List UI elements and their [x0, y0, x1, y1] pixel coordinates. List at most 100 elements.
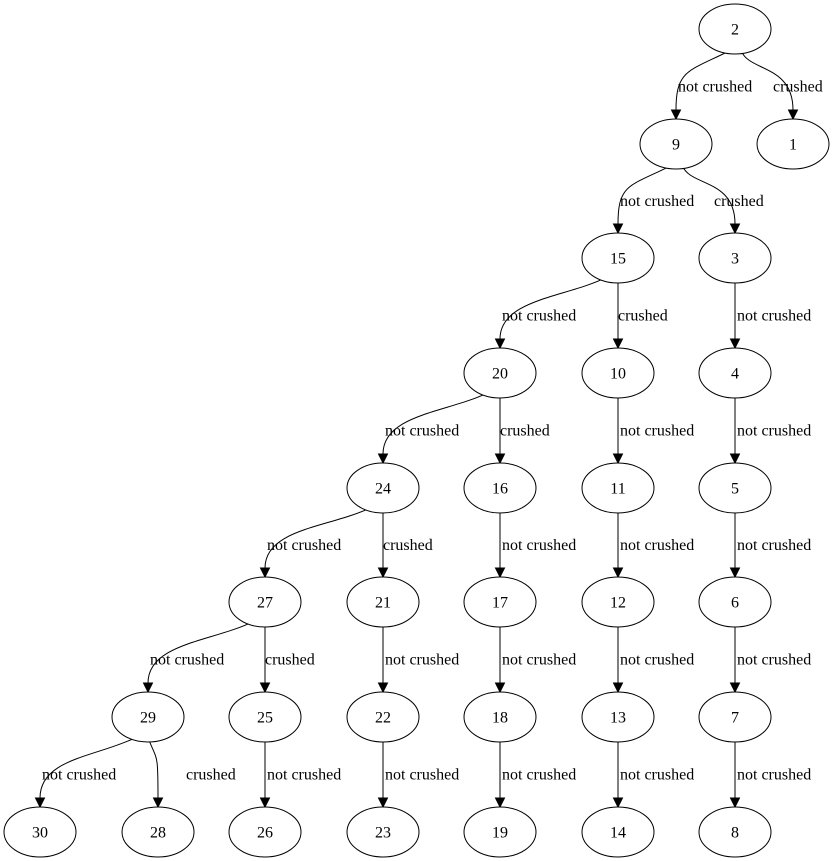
edge-label: not crushed [267, 537, 341, 554]
node-8: 8 [698, 806, 772, 858]
node-22: 22 [346, 691, 420, 743]
edge-18-to-19: not crushed [494, 742, 576, 809]
edge-label: crushed [714, 193, 764, 210]
edge-27-to-25: crushed [259, 627, 315, 694]
arrowhead-icon [152, 797, 164, 809]
node-label: 9 [672, 137, 680, 154]
arrowhead-icon [612, 797, 624, 809]
arrowhead-icon [377, 682, 389, 694]
edge-line [39, 736, 138, 799]
edge-label: not crushed [267, 767, 341, 784]
node-ellipse [581, 347, 655, 399]
edge-29-to-30: not crushed [34, 736, 138, 809]
node-label: 6 [731, 595, 739, 612]
arrowhead-icon [259, 567, 271, 579]
node-label: 30 [32, 825, 48, 842]
edge-label: not crushed [385, 767, 459, 784]
edge-line [741, 51, 794, 111]
arrowhead-icon [494, 567, 506, 579]
arrowhead-icon [259, 682, 271, 694]
node-10: 10 [581, 347, 655, 399]
edge-label: not crushed [42, 767, 116, 784]
edge-11-to-12: not crushed [612, 513, 694, 579]
edge-label: not crushed [737, 767, 811, 784]
edge-20-to-24: not crushed [377, 391, 489, 465]
edge-24-to-21: crushed [377, 513, 433, 579]
node-ellipse [698, 3, 772, 55]
node-9: 9 [639, 118, 713, 170]
node-ellipse [228, 691, 302, 743]
arrowhead-icon [729, 223, 741, 235]
arrowhead-icon [729, 797, 741, 809]
node-label: 29 [140, 710, 156, 727]
node-ellipse [698, 691, 772, 743]
node-1: 1 [756, 118, 830, 170]
node-3: 3 [698, 232, 772, 284]
node-label: 27 [257, 595, 273, 612]
edge-label: not crushed [678, 79, 752, 96]
node-11: 11 [581, 462, 655, 514]
node-ellipse [228, 576, 302, 628]
edge-9-to-15: not crushed [612, 165, 694, 235]
edge-21-to-22: not crushed [377, 627, 459, 694]
node-14: 14 [581, 806, 655, 858]
edge-22-to-23: not crushed [377, 742, 459, 809]
edge-29-to-28: crushed [148, 740, 236, 809]
node-ellipse [228, 806, 302, 858]
node-ellipse [581, 232, 655, 284]
node-label: 7 [731, 710, 739, 727]
edge-line [617, 165, 670, 225]
node-ellipse [698, 232, 772, 284]
node-ellipse [121, 806, 195, 858]
edge-label: crushed [265, 652, 315, 669]
node-ellipse [463, 806, 537, 858]
arrowhead-icon [612, 567, 624, 579]
node-ellipse [639, 118, 713, 170]
edge-15-to-20: not crushed [494, 276, 607, 350]
node-label: 22 [375, 710, 391, 727]
arrowhead-icon [377, 453, 389, 465]
node-label: 20 [492, 366, 508, 383]
node-ellipse [3, 806, 77, 858]
edge-label: not crushed [620, 193, 694, 210]
node-27: 27 [228, 576, 302, 628]
node-label: 4 [731, 366, 739, 383]
node-19: 19 [463, 806, 537, 858]
node-label: 18 [492, 710, 508, 727]
node-ellipse [463, 576, 537, 628]
edge-label: not crushed [737, 308, 811, 325]
edge-line [499, 276, 607, 340]
edge-17-to-18: not crushed [494, 627, 576, 694]
node-label: 25 [257, 710, 273, 727]
arrowhead-icon [612, 338, 624, 350]
node-26: 26 [228, 806, 302, 858]
node-label: 11 [610, 481, 625, 498]
edge-label: not crushed [502, 767, 576, 784]
node-ellipse [756, 118, 830, 170]
node-label: 24 [375, 481, 391, 498]
node-ellipse [346, 691, 420, 743]
node-ellipse [581, 576, 655, 628]
node-ellipse [698, 347, 772, 399]
edge-15-to-10: crushed [612, 283, 668, 350]
node-ellipse [463, 691, 537, 743]
arrowhead-icon [670, 109, 682, 121]
node-label: 16 [492, 481, 508, 498]
node-label: 3 [731, 251, 739, 268]
arrowhead-icon [34, 797, 46, 809]
node-label: 13 [610, 710, 626, 727]
edge-label: not crushed [502, 652, 576, 669]
node-ellipse [111, 691, 185, 743]
edge-7-to-8: not crushed [729, 742, 811, 809]
node-13: 13 [581, 691, 655, 743]
edge-line [382, 391, 489, 455]
arrowhead-icon [729, 338, 741, 350]
edge-27-to-29: not crushed [142, 620, 254, 694]
edge-label: crushed [773, 79, 823, 96]
edge-label: not crushed [737, 652, 811, 669]
node-ellipse [463, 347, 537, 399]
edge-label: not crushed [620, 767, 694, 784]
edge-label: not crushed [385, 652, 459, 669]
edge-label: not crushed [502, 537, 576, 554]
